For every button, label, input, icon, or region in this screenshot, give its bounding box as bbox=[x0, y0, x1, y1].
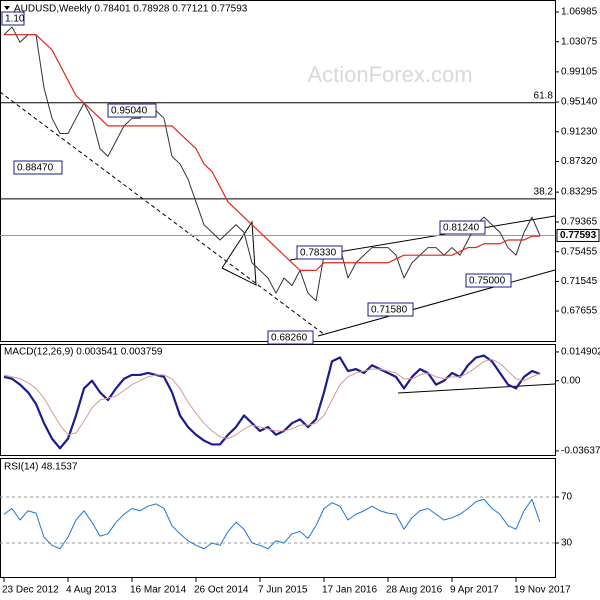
annotation-box bbox=[367, 302, 414, 317]
annotation-box bbox=[13, 160, 63, 175]
series-line bbox=[4, 34, 540, 271]
y-tick-label: 0.014902 bbox=[561, 347, 600, 358]
annotation: 0.75000 bbox=[469, 276, 506, 287]
y-tick-label: 0.67655 bbox=[561, 306, 598, 317]
last-price-box bbox=[556, 228, 600, 242]
annotation-box bbox=[296, 245, 343, 260]
x-tick-label: 9 Apr 2017 bbox=[450, 585, 499, 596]
y-tick-label: 30 bbox=[561, 538, 573, 549]
x-tick-label: 17 Jan 2016 bbox=[322, 585, 377, 596]
dashed-trendline bbox=[0, 91, 326, 336]
rsi-panel bbox=[0, 458, 556, 578]
annotation: 1.10 bbox=[5, 14, 25, 25]
x-tick-label: 7 Jun 2015 bbox=[258, 585, 308, 596]
y-tick-label: 0.83295 bbox=[561, 187, 598, 198]
y-tick-label: 0.87320 bbox=[561, 156, 598, 167]
channel-lower bbox=[317, 269, 556, 337]
y-tick-label: 0.79365 bbox=[561, 217, 598, 228]
macd-title: MACD(12,26,9) 0.003541 0.003759 bbox=[4, 347, 163, 358]
y-tick-label: 0.99105 bbox=[561, 67, 598, 78]
x-tick-label: 19 Nov 2017 bbox=[514, 585, 571, 596]
annotation-box bbox=[439, 220, 486, 235]
series-line bbox=[3, 354, 541, 450]
x-tick-label: 4 Aug 2013 bbox=[66, 585, 117, 596]
rsi-title: RSI(14) 48.1537 bbox=[4, 462, 78, 473]
annotation: 0.88470 bbox=[17, 163, 54, 174]
y-tick-label: 70 bbox=[561, 492, 573, 503]
y-tick-label: 0.00 bbox=[561, 375, 581, 386]
annotation-box bbox=[465, 273, 512, 288]
annotation: 0.71580 bbox=[371, 305, 408, 316]
watermark: ActionForex.com bbox=[307, 62, 472, 87]
macd-trendline bbox=[397, 383, 556, 394]
series-line bbox=[3, 498, 541, 550]
annotation: 0.81240 bbox=[443, 223, 480, 234]
annotation-box bbox=[1, 11, 25, 26]
series-line bbox=[3, 26, 541, 302]
triangle bbox=[221, 220, 257, 286]
x-tick-label: 16 Mar 2014 bbox=[130, 585, 187, 596]
y-tick-label: -0.036374 bbox=[561, 446, 600, 457]
x-tick-label: 28 Aug 2016 bbox=[386, 585, 443, 596]
chart-title: AUDUSD,Weekly 0.78401 0.78928 0.77121 0.… bbox=[14, 4, 248, 15]
x-tick-label: 23 Dec 2012 bbox=[2, 585, 59, 596]
y-tick-label: 0.71545 bbox=[561, 276, 598, 287]
y-tick-label: 1.03075 bbox=[561, 36, 598, 47]
series-line bbox=[3, 358, 541, 440]
annotation-box bbox=[267, 330, 314, 345]
fib-label: 38.2 bbox=[534, 187, 554, 198]
y-tick-label: 1.06985 bbox=[561, 7, 598, 18]
fib-label: 61.8 bbox=[534, 90, 554, 101]
annotation: 0.95040 bbox=[111, 106, 148, 117]
last-price-label: 0.77593 bbox=[560, 230, 597, 241]
y-tick-label: 0.91230 bbox=[561, 126, 598, 137]
annotation: 0.78330 bbox=[300, 248, 337, 259]
annotation: 0.68260 bbox=[271, 333, 308, 344]
menu-arrow bbox=[4, 6, 10, 10]
y-tick-label: 0.75455 bbox=[561, 246, 598, 257]
annotation-box bbox=[107, 103, 157, 118]
x-tick-label: 26 Oct 2014 bbox=[194, 585, 249, 596]
y-tick-label: 0.95140 bbox=[561, 97, 598, 108]
